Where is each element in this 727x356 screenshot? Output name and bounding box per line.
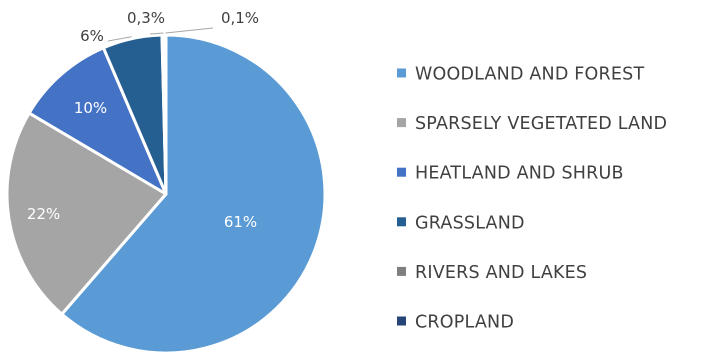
legend-label-cropland: CROPLAND [415, 313, 514, 333]
legend-item-heatland-and-shrub: HEATLAND AND SHRUB [397, 164, 624, 184]
leader-lines [107, 27, 214, 42]
legend-swatch-heatland-and-shrub [397, 167, 406, 177]
legend-item-woodland-and-forest: WOODLAND AND FOREST [397, 65, 644, 85]
slice-label-grassland: 6% [80, 27, 104, 45]
pie-slice-woodland-and-forest [60, 33, 327, 355]
pie-slice-cropland [163, 33, 168, 196]
legend-swatch-sparsely-vegetated-land [397, 118, 406, 128]
legend-item-grassland: GRASSLAND [397, 213, 525, 233]
leader-line-cropland [165, 27, 214, 34]
legend-label-rivers-and-lakes: RIVERS AND LAKES [415, 263, 587, 283]
legend-label-grassland: GRASSLAND [415, 213, 525, 233]
slice-labels: 61% 22% 10% 6% 0,3% 0,1% [27, 9, 259, 231]
slice-label-rivers-and-lakes: 0,3% [127, 9, 165, 27]
legend-item-rivers-and-lakes: RIVERS AND LAKES [397, 263, 587, 283]
slice-label-woodland-and-forest: 61% [224, 213, 257, 231]
slice-label-heatland-and-shrub: 10% [74, 99, 107, 117]
legend-item-sparsely-vegetated-land: SPARSELY VEGETATED LAND [397, 114, 667, 134]
legend-swatch-grassland [397, 217, 406, 227]
leader-line-rivers-and-lakes [149, 32, 164, 35]
legend-item-cropland: CROPLAND [397, 313, 514, 333]
legend-swatch-cropland [397, 316, 406, 326]
slice-label-cropland: 0,1% [221, 9, 259, 27]
pie-slices [5, 33, 327, 355]
slice-label-sparsely-vegetated-land: 22% [27, 205, 60, 223]
legend-swatch-rivers-and-lakes [397, 266, 406, 276]
legend-label-heatland-and-shrub: HEATLAND AND SHRUB [415, 164, 624, 184]
legend-label-sparsely-vegetated-land: SPARSELY VEGETATED LAND [415, 114, 667, 134]
pie-slice-sparsely-vegetated-land [5, 111, 168, 316]
legend-label-woodland-and-forest: WOODLAND AND FOREST [415, 65, 644, 85]
leader-line-grassland [107, 36, 132, 42]
legend-swatch-woodland-and-forest [397, 68, 406, 78]
pie-slice-heatland-and-shrub [27, 46, 168, 196]
legend: WOODLAND AND FOREST SPARSELY VEGETATED LA… [397, 65, 667, 333]
